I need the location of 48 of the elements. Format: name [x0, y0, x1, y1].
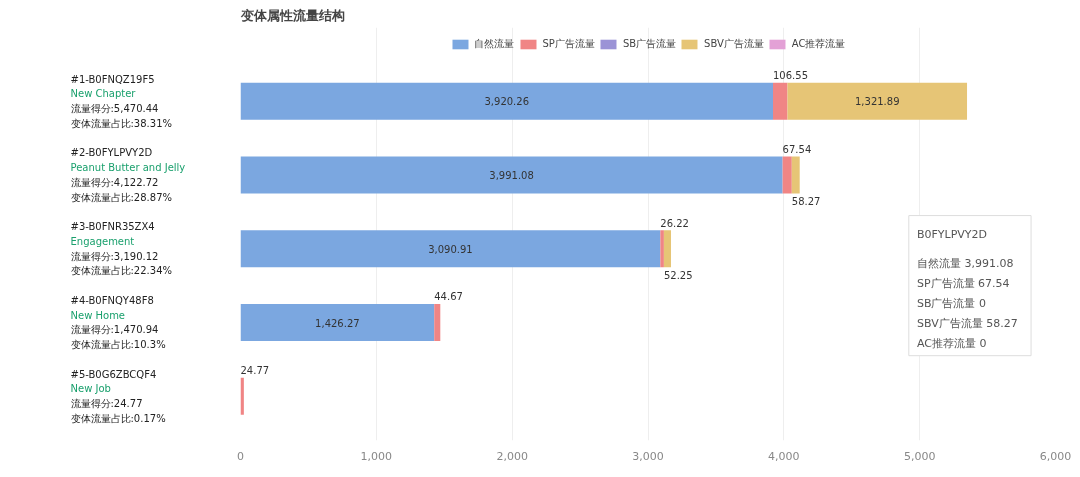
- data-label: 26.22: [660, 217, 689, 229]
- y-tick-label: #5-B0G6ZBCQF4 New Job 流量得分:24.77 变体流量占比:0.17%: [70, 368, 166, 424]
- bar: [240, 156, 783, 194]
- data-label: 24.77: [240, 365, 270, 377]
- x-tick-label: 1,000: [360, 449, 393, 463]
- bar: [773, 82, 788, 120]
- data-label: 1,426.27: [315, 317, 360, 329]
- data-label: 3,920.26: [484, 96, 530, 108]
- x-tick-label: 0: [237, 449, 244, 463]
- bar: [663, 230, 672, 268]
- x-tick-label: 3,000: [632, 449, 664, 463]
- annotation: 自然流量 3,991.08: [916, 257, 1014, 270]
- y-tick-label: #3-B0FNR35ZX4 Engagement 流量得分:3,190.12 变体流量占比:22.34%: [70, 221, 172, 277]
- data-label: 3,090.91: [428, 243, 473, 255]
- data-label: 106.55: [773, 70, 808, 82]
- legend-label: AC推荐流量: [791, 37, 846, 51]
- data-label: 52.25: [663, 269, 693, 281]
- bar: [240, 230, 661, 268]
- y-tick-label: #2-B0FYLPVY2D Peanut Butter and Jelly 流量得分:4,122.72 变体流量占比:28.87%: [70, 147, 186, 203]
- x-tick-label: 5,000: [903, 449, 936, 463]
- annotation: SP广告流量 67.54: [916, 276, 1010, 290]
- bar: [240, 82, 773, 120]
- data-label: 67.54: [782, 143, 812, 155]
- legend-label: 自然流量: [474, 37, 515, 51]
- data-label: 3,991.08: [489, 170, 534, 181]
- bar: [791, 156, 800, 194]
- bar: [782, 156, 792, 194]
- bar: [434, 304, 441, 341]
- legend-label: SB广告流量: [622, 37, 677, 51]
- data-label: 1,321.89: [854, 96, 900, 108]
- x-tick-label: 2,000: [496, 449, 528, 463]
- chart-title: 变体属性流量结构: [239, 7, 345, 23]
- annotation: SB广告流量 0: [916, 296, 986, 310]
- data-label: 58.27: [791, 196, 821, 208]
- annotation: AC推荐流量 0: [916, 336, 987, 350]
- bar: [240, 304, 435, 341]
- y-tick-label: #4-B0FNQY48F8 New Home 流量得分:1,470.94 变体流量占比:10.3%: [70, 294, 166, 351]
- legend-label: SBV广告流量: [704, 37, 764, 51]
- annotation: B0FYLPVY2D: [916, 227, 988, 241]
- x-tick-label: 6,000: [1039, 449, 1072, 463]
- bar: [240, 377, 244, 415]
- bar: [787, 82, 968, 120]
- bar: [660, 230, 664, 268]
- legend-label: SP广告流量: [542, 37, 595, 51]
- y-tick-label: #1-B0FNQZ19F5 New Chapter 流量得分:5,470.44 变体流量占比:38.31%: [70, 73, 172, 129]
- data-label: 44.67: [434, 291, 463, 303]
- x-tick-label: 4,000: [768, 449, 800, 463]
- annotation: SBV广告流量 58.27: [916, 316, 1018, 330]
